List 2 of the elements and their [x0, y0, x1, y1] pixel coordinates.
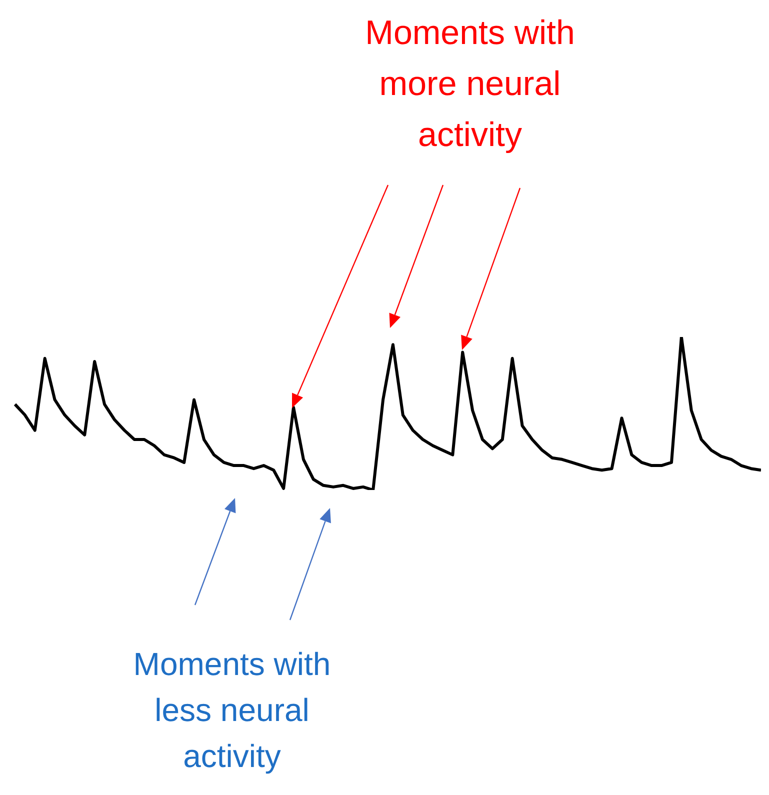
text: Moments with less neural activity — [132, 645, 332, 776]
text: Moments with more neural activity — [364, 13, 576, 156]
